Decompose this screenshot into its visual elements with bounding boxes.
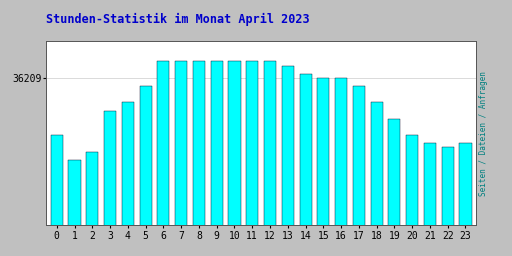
Bar	[389, 119, 400, 256]
Y-axis label: Seiten / Dateien / Anfragen: Seiten / Dateien / Anfragen	[479, 71, 488, 196]
Bar	[443, 156, 452, 256]
Bar	[320, 98, 327, 256]
Bar	[177, 66, 186, 256]
Bar	[264, 61, 276, 256]
Bar	[300, 74, 312, 256]
Bar	[195, 66, 203, 256]
Bar	[459, 143, 472, 256]
Bar	[193, 61, 205, 256]
Bar	[442, 147, 454, 256]
Bar	[210, 61, 223, 256]
Bar	[391, 143, 398, 256]
Bar	[157, 61, 169, 256]
Bar	[444, 164, 451, 256]
Bar	[335, 78, 347, 256]
Bar	[282, 66, 294, 256]
Bar	[140, 86, 152, 256]
Bar	[53, 152, 60, 256]
Bar	[105, 119, 115, 256]
Bar	[230, 66, 239, 256]
Bar	[178, 82, 184, 256]
Bar	[302, 94, 309, 256]
Bar	[373, 127, 380, 256]
Bar	[141, 90, 150, 256]
Bar	[71, 176, 78, 256]
Bar	[214, 82, 220, 256]
Bar	[142, 102, 149, 256]
Bar	[336, 86, 346, 256]
Bar	[89, 168, 96, 256]
Bar	[424, 143, 436, 256]
Bar	[426, 164, 433, 256]
Bar	[354, 94, 364, 256]
Bar	[408, 147, 417, 256]
Bar	[267, 82, 273, 256]
Bar	[123, 111, 133, 256]
Bar	[284, 86, 291, 256]
Bar	[266, 66, 274, 256]
Bar	[231, 82, 238, 256]
Bar	[248, 66, 257, 256]
Bar	[317, 78, 329, 256]
Bar	[353, 86, 365, 256]
Bar	[124, 119, 131, 256]
Bar	[371, 102, 382, 256]
Bar	[462, 160, 469, 256]
Bar	[338, 98, 345, 256]
Bar	[390, 131, 399, 256]
Bar	[196, 82, 202, 256]
Bar	[104, 111, 116, 256]
Bar	[409, 156, 416, 256]
Bar	[88, 160, 97, 256]
Bar	[160, 82, 167, 256]
Bar	[52, 143, 61, 256]
Bar	[319, 86, 328, 256]
Bar	[122, 102, 134, 256]
Bar	[69, 160, 80, 256]
Bar	[212, 66, 221, 256]
Bar	[51, 135, 63, 256]
Bar	[249, 82, 255, 256]
Bar	[283, 74, 292, 256]
Bar	[175, 61, 187, 256]
Bar	[461, 152, 470, 256]
Bar	[425, 156, 435, 256]
Bar	[106, 127, 114, 256]
Bar	[246, 61, 258, 256]
Bar	[372, 115, 381, 256]
Bar	[406, 135, 418, 256]
Bar	[86, 152, 98, 256]
Text: Stunden-Statistik im Monat April 2023: Stunden-Statistik im Monat April 2023	[46, 13, 310, 26]
Bar	[159, 66, 168, 256]
Bar	[355, 106, 362, 256]
Bar	[301, 82, 310, 256]
Bar	[228, 61, 241, 256]
Bar	[70, 168, 79, 256]
